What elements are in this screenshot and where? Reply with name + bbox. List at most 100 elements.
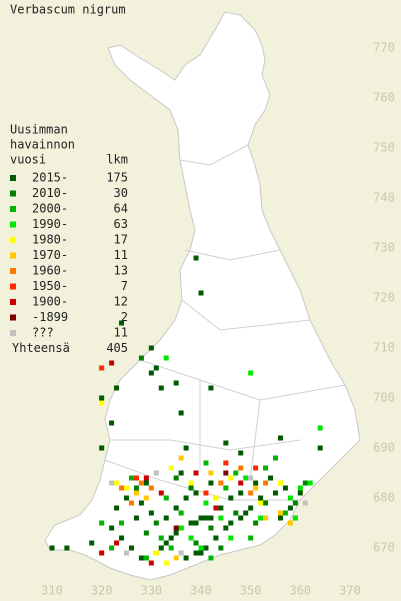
legend-count: 30 xyxy=(114,186,128,200)
occurrence-square xyxy=(228,535,234,541)
occurrence-square xyxy=(178,550,184,556)
occurrence-square xyxy=(188,485,194,491)
occurrence-square xyxy=(148,370,154,376)
legend-count: 12 xyxy=(114,295,128,309)
occurrence-square xyxy=(243,510,249,516)
occurrence-square xyxy=(287,495,293,501)
occurrence-square xyxy=(243,475,249,481)
occurrence-square xyxy=(109,360,115,366)
occurrence-square xyxy=(188,520,194,526)
occurrence-square xyxy=(109,420,115,426)
occurrence-square xyxy=(133,475,139,481)
legend-count: 64 xyxy=(114,202,128,216)
occurrence-square xyxy=(198,290,204,296)
occurrence-square xyxy=(248,475,254,481)
legend-label: 1950- xyxy=(32,279,68,293)
occurrence-square xyxy=(307,480,313,486)
legend-count: 63 xyxy=(114,217,128,231)
occurrence-square xyxy=(138,555,144,561)
occurrence-square xyxy=(238,515,244,521)
occurrence-square xyxy=(138,355,144,361)
occurrence-square xyxy=(109,545,115,551)
y-tick-label: 690 xyxy=(373,441,395,455)
occurrence-squares xyxy=(49,255,323,566)
legend-count: 17 xyxy=(114,233,128,247)
occurrence-square xyxy=(208,470,214,476)
legend-swatch xyxy=(10,283,16,290)
occurrence-square xyxy=(168,545,174,551)
occurrence-square xyxy=(277,515,283,521)
occurrence-square xyxy=(287,505,293,511)
occurrence-square xyxy=(188,480,194,486)
occurrence-square xyxy=(203,545,209,551)
occurrence-square xyxy=(273,490,278,496)
legend-label: 2015- xyxy=(32,171,68,185)
occurrence-square xyxy=(114,385,120,391)
y-tick-label: 770 xyxy=(373,41,395,55)
occurrence-square xyxy=(203,490,209,496)
occurrence-square xyxy=(317,445,323,451)
occurrence-square xyxy=(183,495,189,501)
x-tick-label: 370 xyxy=(339,584,361,598)
occurrence-square xyxy=(114,540,120,546)
legend-count: 2 xyxy=(121,310,128,324)
occurrence-square xyxy=(193,540,199,546)
occurrence-square xyxy=(153,365,159,371)
occurrence-square xyxy=(158,490,164,496)
occurrence-square xyxy=(263,480,269,486)
x-tick-label: 310 xyxy=(41,584,63,598)
occurrence-square xyxy=(238,450,244,456)
y-tick-label: 720 xyxy=(373,291,395,305)
occurrence-square xyxy=(253,480,259,486)
total-value: 405 xyxy=(106,341,128,355)
occurrence-square xyxy=(158,545,164,551)
occurrence-square xyxy=(233,510,239,516)
occurrence-square xyxy=(263,515,269,521)
occurrence-square xyxy=(173,530,179,536)
occurrence-square xyxy=(99,365,105,371)
occurrence-square xyxy=(178,410,184,416)
y-tick-label: 670 xyxy=(373,541,395,555)
region-borders xyxy=(104,144,346,501)
occurrence-square xyxy=(143,475,149,481)
occurrence-square xyxy=(297,485,303,491)
y-tick-label: 740 xyxy=(373,191,395,205)
occurrence-square xyxy=(273,455,278,461)
occurrence-square xyxy=(109,480,115,486)
occurrence-square xyxy=(203,515,209,521)
legend-label: -1899 xyxy=(32,310,68,324)
occurrence-square xyxy=(133,490,139,496)
occurrence-square xyxy=(124,485,129,491)
legend-label: ??? xyxy=(32,326,54,340)
legend-swatch xyxy=(10,314,16,321)
occurrence-square xyxy=(99,400,105,406)
occurrence-square xyxy=(183,445,189,451)
occurrence-square xyxy=(148,485,154,491)
occurrence-square xyxy=(143,530,149,536)
legend-swatch xyxy=(10,330,16,336)
legend-swatch xyxy=(10,252,16,259)
occurrence-square xyxy=(223,460,229,466)
occurrence-square xyxy=(253,520,259,526)
x-tick-label: 320 xyxy=(91,584,113,598)
x-tick-label: 360 xyxy=(289,584,311,598)
occurrence-square xyxy=(119,535,125,541)
occurrence-square xyxy=(248,535,254,541)
occurrence-square xyxy=(218,505,224,511)
occurrence-square xyxy=(198,550,204,556)
occurrence-square xyxy=(138,500,144,506)
occurrence-square xyxy=(213,505,219,511)
occurrence-square xyxy=(248,370,254,376)
occurrence-square xyxy=(64,545,70,551)
occurrence-square xyxy=(253,465,259,471)
occurrence-square xyxy=(258,500,264,506)
occurrence-square xyxy=(297,490,303,496)
occurrence-square xyxy=(292,500,298,506)
occurrence-square xyxy=(208,385,214,391)
occurrence-square xyxy=(208,525,214,531)
occurrence-square xyxy=(128,475,134,481)
occurrence-square xyxy=(208,515,214,521)
legend-swatch xyxy=(10,221,16,228)
occurrence-square xyxy=(317,425,323,431)
